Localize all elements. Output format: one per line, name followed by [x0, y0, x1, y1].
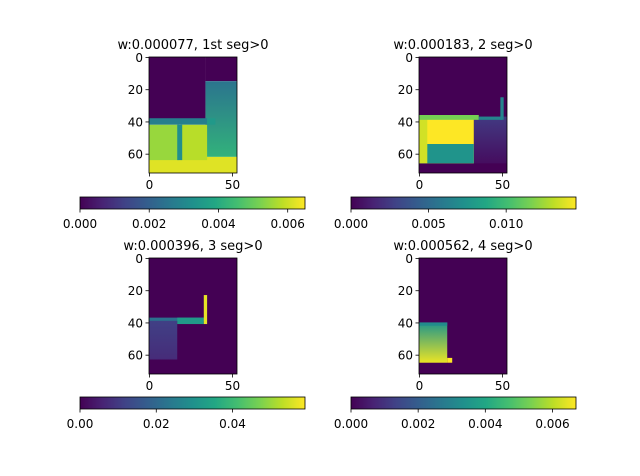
- x-tick-label: 50: [225, 379, 240, 393]
- heatmap-region: [419, 116, 428, 164]
- y-tick-label: 0: [405, 51, 413, 65]
- y-tick-label: 60: [128, 148, 143, 162]
- heatmap-region: [419, 322, 448, 326]
- heatmap: [419, 57, 507, 173]
- heatmap-region: [419, 144, 474, 164]
- heatmap-region: [177, 317, 204, 325]
- heatmap-region: [149, 57, 206, 122]
- colorbar-tick-label: 0.04: [219, 417, 246, 431]
- y-tick-label: 60: [398, 349, 413, 363]
- colorbar-tick-label: 0.004: [201, 217, 235, 231]
- colorbar-tick-label: 0.000: [334, 217, 368, 231]
- y-tick-label: 20: [128, 83, 143, 97]
- heatmap-region: [419, 322, 448, 363]
- subplot-title: w:0.000077, 1st seg>0: [117, 38, 268, 53]
- heatmap-region: [149, 156, 237, 173]
- heatmap-region: [149, 319, 178, 360]
- heatmap-region: [500, 97, 504, 120]
- y-tick-label: 0: [405, 252, 413, 266]
- colorbar: [79, 196, 306, 210]
- y-tick-label: 40: [398, 316, 413, 330]
- colorbar-tick-label: 0.004: [468, 417, 502, 431]
- y-tick-label: 20: [128, 284, 143, 298]
- colorbar-tick-label: 0.02: [143, 417, 170, 431]
- y-tick-label: 60: [128, 349, 143, 363]
- y-tick-label: 40: [128, 316, 143, 330]
- x-tick-label: 0: [146, 178, 154, 192]
- heatmap: [149, 57, 237, 173]
- heatmap-region: [478, 116, 503, 120]
- heatmap-region: [180, 124, 208, 161]
- colorbar-tick-label: 0.006: [535, 417, 569, 431]
- heatmap: [149, 258, 237, 374]
- heatmap-region: [177, 124, 183, 161]
- heatmap-region: [207, 118, 216, 125]
- colorbar: [350, 196, 577, 210]
- y-tick-label: 20: [398, 284, 413, 298]
- heatmap-region: [447, 357, 453, 363]
- colorbar-tick-label: 0.000: [334, 417, 368, 431]
- x-tick-label: 0: [146, 379, 154, 393]
- colorbar-tick-label: 0.002: [401, 417, 435, 431]
- colorbar-tick-label: 0.005: [411, 217, 445, 231]
- y-tick-label: 60: [398, 148, 413, 162]
- colorbar-tick-label: 0.010: [489, 217, 523, 231]
- colorbar-tick-label: 0.00: [67, 417, 94, 431]
- x-tick-label: 50: [495, 178, 510, 192]
- colorbar-tick-label: 0.002: [132, 217, 166, 231]
- subplot-title: w:0.000562, 4 seg>0: [393, 239, 532, 254]
- heatmap-region: [149, 118, 208, 125]
- axes-frame: [148, 257, 238, 375]
- y-tick-label: 40: [128, 115, 143, 129]
- heatmap: [419, 258, 507, 374]
- subplot-title: w:0.000183, 2 seg>0: [393, 38, 532, 53]
- subplot-title: w:0.000396, 3 seg>0: [123, 239, 262, 254]
- heatmap-region: [419, 115, 479, 120]
- colorbar: [350, 396, 577, 410]
- x-tick-label: 50: [495, 379, 510, 393]
- y-tick-label: 40: [398, 115, 413, 129]
- axes-frame: [418, 56, 508, 174]
- colorbar-tick-label: 0.000: [63, 217, 97, 231]
- y-tick-label: 0: [135, 51, 143, 65]
- x-tick-label: 0: [416, 178, 424, 192]
- axes-frame: [418, 257, 508, 375]
- heatmap-region: [473, 116, 507, 164]
- x-tick-label: 0: [416, 379, 424, 393]
- x-tick-label: 50: [225, 178, 240, 192]
- heatmap-region: [205, 57, 237, 82]
- colorbar: [79, 396, 306, 410]
- colorbar-tick-label: 0.006: [271, 217, 305, 231]
- y-tick-label: 20: [398, 83, 413, 97]
- heatmap-region: [149, 124, 179, 161]
- y-tick-label: 0: [135, 252, 143, 266]
- heatmap-region: [203, 295, 208, 325]
- axes-frame: [148, 56, 238, 174]
